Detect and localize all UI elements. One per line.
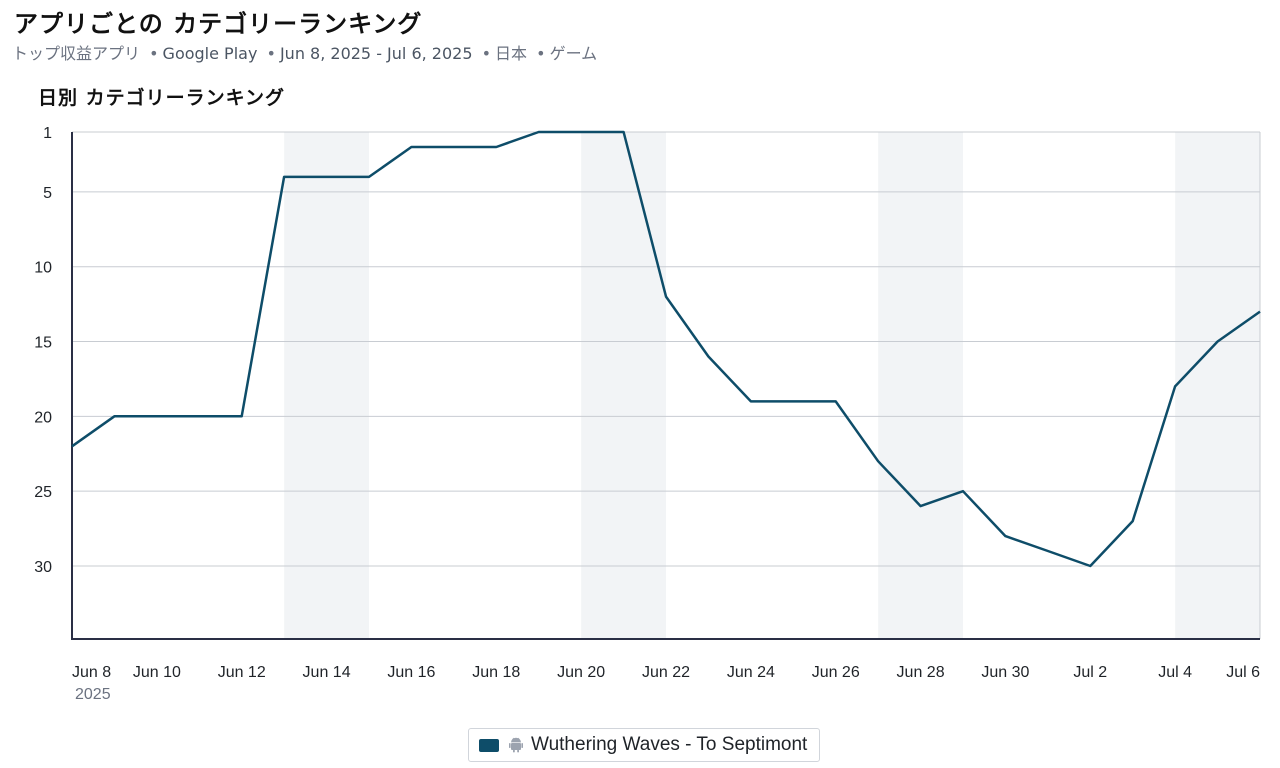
data-point [702, 350, 714, 362]
x-tick-label: Jun 26 [812, 664, 860, 681]
data-point [448, 141, 460, 153]
x-tick-sublabel: 2025 [75, 686, 111, 703]
subtitle-separator: • [536, 44, 546, 63]
data-point [193, 410, 205, 422]
x-tick-label: Jun 8 [72, 664, 111, 681]
weekend-bands [284, 132, 1260, 639]
y-tick-label: 20 [34, 409, 52, 426]
data-point [872, 455, 884, 467]
x-tick-label: Jun 20 [557, 664, 605, 681]
legend-swatch [479, 738, 499, 752]
subtitle-separator: • [266, 44, 276, 63]
android-icon [509, 737, 523, 753]
data-point [151, 410, 163, 422]
page-subtitle: トップ収益アプリ • Google Play • Jun 8, 2025 - Jul… [12, 40, 597, 64]
data-point [236, 410, 248, 422]
data-point [957, 485, 969, 497]
x-tick-label: Jun 18 [472, 664, 520, 681]
legend-label: Wuthering Waves - To Septimont [531, 734, 808, 755]
subtitle-chart-kind: トップ収益アプリ [12, 44, 141, 63]
x-tick-label: Jun 28 [897, 664, 945, 681]
data-point [830, 395, 842, 407]
data-point [1169, 380, 1181, 392]
series-line[interactable] [71, 130, 1261, 568]
y-tick-label: 15 [34, 335, 52, 352]
data-point [108, 410, 120, 422]
y-tick-label: 30 [34, 559, 52, 576]
data-point [1127, 515, 1139, 527]
subtitle-separator: • [481, 44, 492, 63]
weekend-band [581, 132, 666, 639]
subtitle-separator: • [149, 44, 159, 63]
data-point [66, 440, 78, 452]
series-lines[interactable] [66, 126, 1266, 572]
y-tick-label: 1 [43, 125, 52, 142]
x-tick-label: Jun 30 [981, 664, 1029, 681]
subtitle-date-range: Jun 8, 2025 - Jul 6, 2025 [279, 44, 473, 63]
weekend-band [878, 132, 963, 639]
data-point [321, 171, 333, 183]
data-point [405, 141, 417, 153]
page-title: アプリごとの カテゴリーランキング [14, 10, 423, 38]
x-tick-label: Jun 22 [642, 664, 690, 681]
y-tick-label: 25 [34, 484, 52, 501]
data-point [1254, 306, 1266, 318]
x-tick-label: Jul 2 [1073, 664, 1107, 681]
x-tick-label: Jul 4 [1158, 664, 1192, 681]
data-point [999, 530, 1011, 542]
data-point [1084, 560, 1096, 572]
y-tick-label: 10 [34, 260, 52, 277]
data-point [533, 126, 545, 138]
data-point [787, 395, 799, 407]
x-tick-label: Jun 10 [133, 664, 181, 681]
data-point [490, 141, 502, 153]
data-point [1212, 336, 1224, 348]
grid-lines [72, 131, 1261, 639]
data-point [278, 171, 290, 183]
data-point [915, 500, 927, 512]
data-point [575, 126, 587, 138]
subtitle-category: ゲーム [549, 44, 598, 63]
data-point [745, 395, 757, 407]
subtitle-store: Google Play [162, 44, 258, 63]
x-tick-label: Jun 14 [303, 664, 351, 681]
legend-item[interactable]: Wuthering Waves - To Septimont [468, 728, 820, 762]
x-tick-label: Jun 12 [218, 664, 266, 681]
chart-title: 日別 カテゴリーランキング [38, 87, 286, 109]
x-tick-label: Jun 16 [387, 664, 435, 681]
weekend-band [284, 132, 369, 639]
x-tick-label: Jul 6 [1226, 664, 1260, 681]
data-point [660, 291, 672, 303]
subtitle-country: 日本 [495, 44, 528, 63]
x-axis-ticks: Jun 8 2025 Jun 10 Jun 12 Jun 14 Jun 16 Jun 18 J… [72, 664, 1260, 703]
data-point [1042, 545, 1054, 557]
data-point [618, 126, 630, 138]
axes [71, 132, 1260, 640]
x-tick-label: Jun 24 [727, 664, 775, 681]
weekend-band [1175, 132, 1260, 639]
y-tick-label: 5 [43, 185, 52, 202]
data-point [363, 171, 375, 183]
